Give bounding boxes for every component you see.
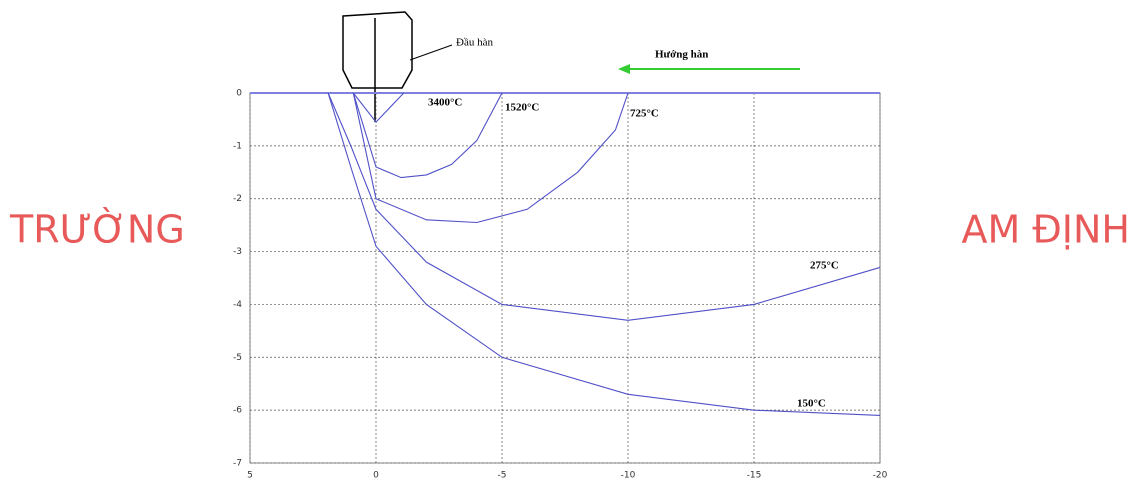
y-tick-label: -4 <box>233 300 242 310</box>
direction-label: Hướng hàn <box>655 49 708 61</box>
chart: TRƯỜNG AM ĐỊNH Đầu hàn Hướng hàn 50-5-10… <box>0 0 1140 481</box>
torch <box>343 12 412 88</box>
isotherm-label: 1520°C <box>505 102 539 114</box>
x-tick-label: 0 <box>373 471 379 481</box>
x-tick-label: -10 <box>621 471 636 481</box>
leader-line <box>410 45 452 60</box>
torch-label: Đầu hàn <box>456 37 493 49</box>
y-tick-label: 0 <box>236 89 242 99</box>
x-tick-label: -15 <box>747 471 762 481</box>
plot-frame <box>250 93 880 463</box>
watermark: TRƯỜNG <box>9 208 185 252</box>
watermark: AM ĐỊNH <box>961 208 1130 252</box>
isotherm-label: 275°C <box>810 260 839 272</box>
arrow-head <box>618 64 630 74</box>
x-tick-label: 5 <box>247 471 253 481</box>
x-tick-label: -5 <box>498 471 507 481</box>
isotherm-label: 725°C <box>630 108 659 120</box>
page: TRƯỜNG AM ĐỊNH Đầu hàn Hướng hàn 50-5-10… <box>0 0 1140 486</box>
y-tick-label: -5 <box>233 353 242 363</box>
y-tick-label: -3 <box>233 247 242 257</box>
isotherm-label: 3400°C <box>428 97 462 109</box>
isotherm <box>353 93 628 223</box>
isotherm-label: 150°C <box>797 398 826 410</box>
x-tick-label: -20 <box>873 471 888 481</box>
y-tick-label: -6 <box>233 406 242 416</box>
isotherm <box>328 93 880 415</box>
y-tick-label: -2 <box>233 194 242 204</box>
y-tick-label: -1 <box>233 141 242 151</box>
y-tick-label: -7 <box>233 459 242 469</box>
